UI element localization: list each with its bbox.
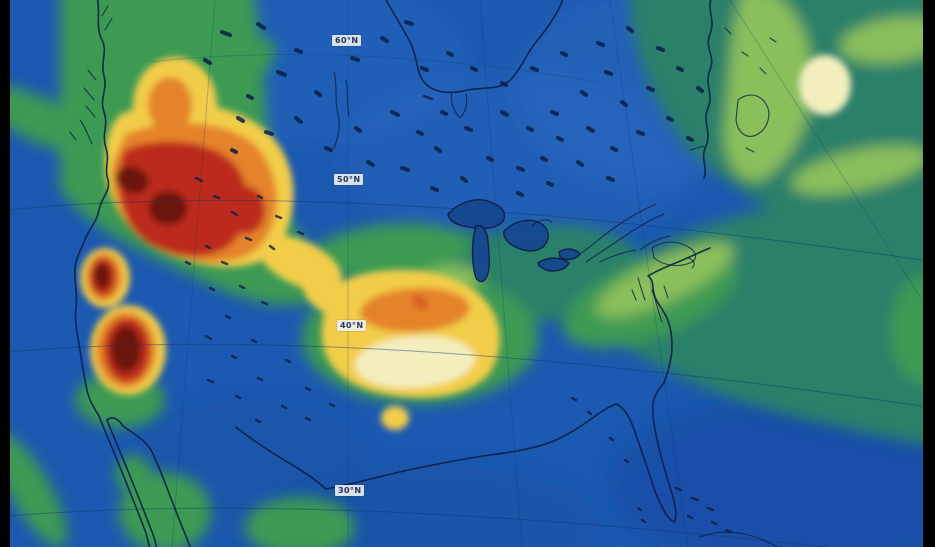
newfoundland-outline — [724, 27, 777, 153]
st-lawrence-river — [579, 145, 705, 263]
latitude-label-40n: 40°N — [337, 320, 367, 331]
hudson-bay-coastline — [385, 0, 564, 94]
lake-specks — [184, 20, 733, 534]
james-bay-outline — [450, 91, 468, 119]
florida-coastline — [615, 382, 677, 523]
new-england-coastline — [599, 235, 695, 269]
latitude-label-50n: 50°N — [334, 174, 364, 185]
lake-winnipeg-outline — [333, 71, 350, 149]
chesapeake-coastline — [631, 277, 669, 323]
rio-grande-gulf-coastline — [235, 403, 617, 490]
graticule-layer — [7, 0, 935, 547]
coastline-layer — [69, 0, 779, 547]
latitude-label-30n: 30°N — [335, 485, 365, 496]
labrador-coastline — [702, 0, 713, 179]
latitude-label-60n: 60°N — [332, 35, 362, 46]
letterbox-left — [0, 0, 10, 547]
pacific-coastline — [74, 0, 110, 417]
nova-scotia-outline — [651, 241, 697, 267]
smoke-field-high — [80, 55, 851, 430]
baja-coastline — [98, 415, 151, 547]
great-lakes — [447, 199, 581, 283]
letterbox-right — [923, 0, 935, 547]
